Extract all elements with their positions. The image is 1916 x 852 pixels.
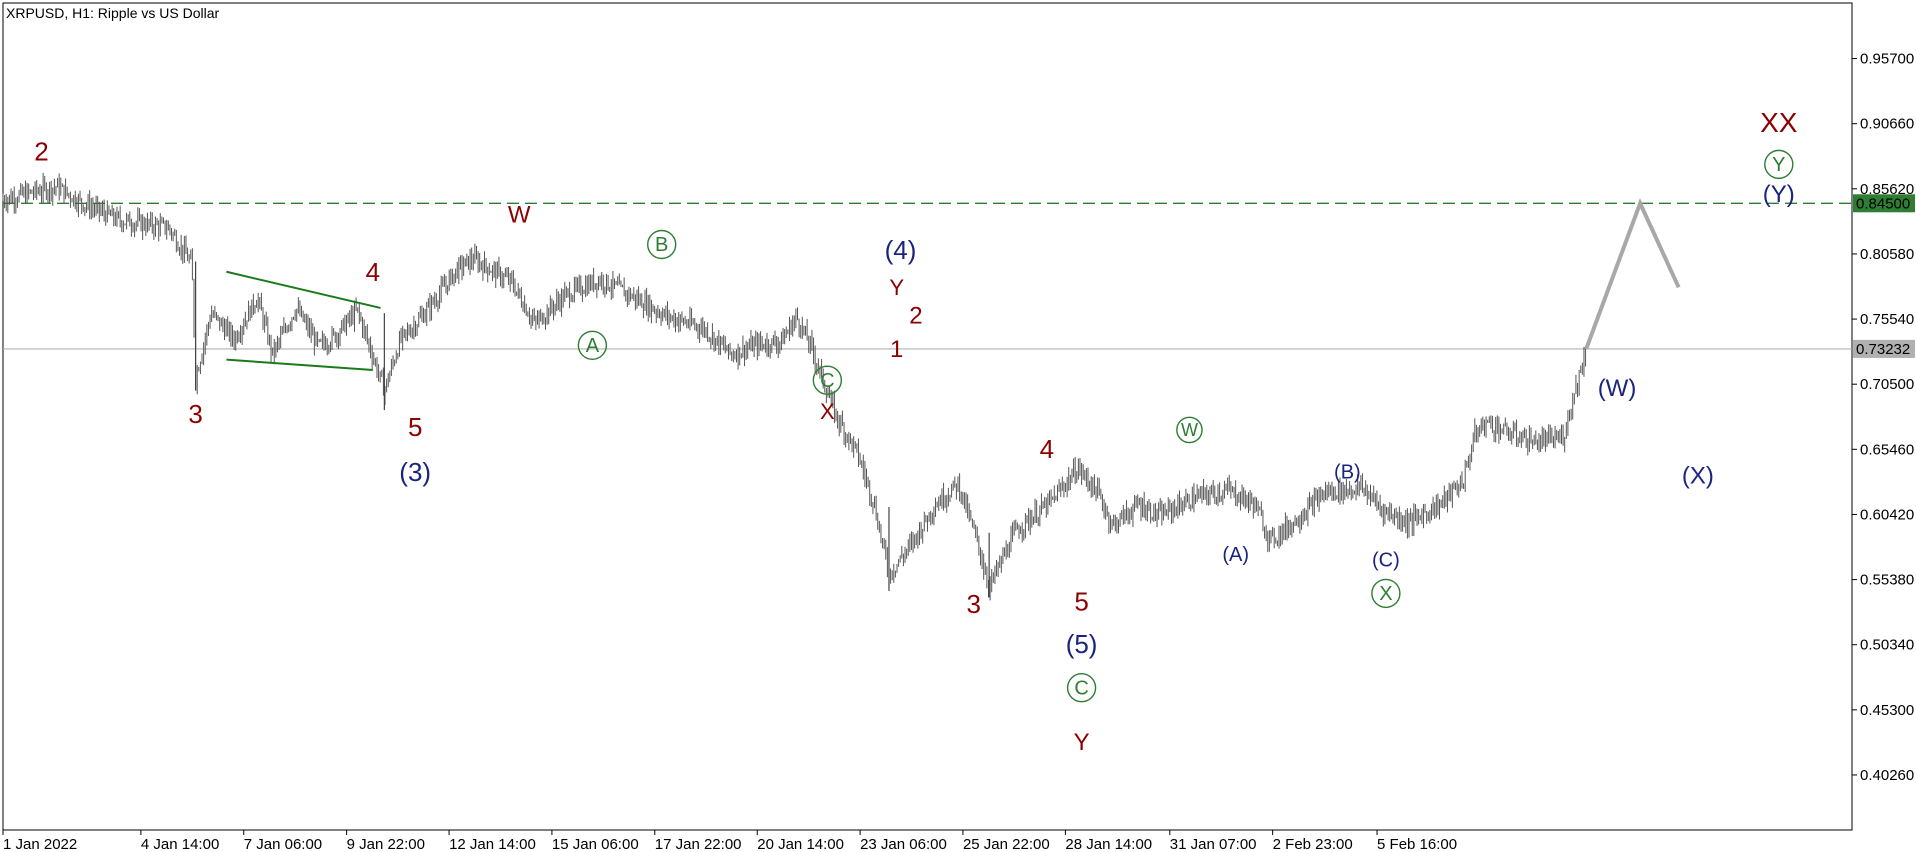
triangle-trendline[interactable] (226, 358, 373, 371)
y-tick-label: 0.75540 (1860, 311, 1914, 328)
wave-label: 3 (188, 399, 202, 429)
wave-label: W (508, 202, 531, 229)
x-tick-label: 1 Jan 2022 (3, 836, 77, 852)
wave-label: (5) (1066, 629, 1098, 659)
y-tick-label: 0.40260 (1860, 767, 1914, 784)
wave-label: (X) (1682, 463, 1714, 490)
wave-label: 4 (1040, 434, 1054, 464)
wave-label: A (586, 335, 600, 357)
level-price-label: 0.84500 (1856, 195, 1910, 212)
y-tick-label: 0.45300 (1860, 702, 1914, 719)
triangle-trendline[interactable] (226, 270, 381, 309)
x-tick-label: 25 Jan 22:00 (963, 836, 1050, 852)
wave-label: (B) (1334, 462, 1361, 484)
wave-label: X (820, 399, 835, 424)
x-tick-label: 17 Jan 22:00 (655, 836, 742, 852)
wave-label: 2 (909, 302, 922, 329)
wave-label: W (1181, 420, 1198, 440)
wave-label: (3) (399, 457, 431, 487)
y-tick-label: 0.90660 (1860, 116, 1914, 133)
x-tick-label: 15 Jan 06:00 (552, 836, 639, 852)
wave-label: C (1074, 677, 1088, 699)
wave-circle (1764, 149, 1794, 180)
x-tick-label: 2 Feb 23:00 (1273, 836, 1353, 852)
wave-circle (1176, 416, 1203, 444)
x-tick-label: 12 Jan 14:00 (449, 836, 536, 852)
wave-label: (Y) (1763, 181, 1795, 208)
level-tag (1853, 194, 1915, 213)
wave-label: B (655, 234, 668, 256)
y-tick-label: 0.70500 (1860, 376, 1914, 393)
plot-frame (2, 2, 1853, 831)
x-tick-label: 28 Jan 14:00 (1065, 836, 1152, 852)
wave-label: 3 (966, 589, 980, 619)
wave-label: (4) (885, 235, 917, 265)
x-tick-label: 4 Jan 14:00 (141, 836, 219, 852)
wave-label: (W) (1598, 375, 1637, 402)
x-tick-label: 20 Jan 14:00 (757, 836, 844, 852)
wave-label: XX (1760, 107, 1798, 138)
wave-circle (812, 365, 843, 395)
wave-label: 5 (1074, 586, 1088, 616)
wave-label: Y (1074, 729, 1090, 756)
x-tick-label: 23 Jan 06:00 (860, 836, 947, 852)
y-tick-label: 0.95700 (1860, 51, 1914, 68)
wave-circle (1371, 578, 1401, 609)
wave-label: (C) (1372, 549, 1400, 571)
wave-label: Y (889, 275, 904, 300)
wave-label: 5 (408, 412, 422, 442)
y-tick-label: 0.80580 (1860, 246, 1914, 263)
level-price-label: 0.73232 (1856, 341, 1910, 358)
y-tick-label: 0.55380 (1860, 572, 1914, 589)
y-tick-label: 0.85620 (1860, 181, 1914, 198)
wave-circle (1066, 673, 1097, 703)
y-tick-label: 0.60420 (1860, 506, 1914, 523)
x-tick-label: 9 Jan 22:00 (347, 836, 425, 852)
x-tick-label: 31 Jan 07:00 (1170, 836, 1257, 852)
wave-label: C (820, 370, 834, 392)
chart-title: XRPUSD, H1: Ripple vs US Dollar (6, 5, 220, 21)
wave-label: (A) (1222, 544, 1249, 566)
wave-circle (647, 229, 677, 260)
wave-label: 2 (34, 137, 48, 167)
wave-label: 4 (366, 257, 380, 287)
forecast-path[interactable] (1584, 198, 1681, 350)
wave-label: 1 (890, 336, 903, 363)
y-tick-label: 0.65460 (1860, 441, 1914, 458)
level-tag (1853, 339, 1915, 358)
y-tick-label: 0.50340 (1860, 637, 1914, 654)
x-tick-label: 7 Jan 06:00 (244, 836, 322, 852)
wave-label: Y (1772, 154, 1785, 176)
wave-label: X (1379, 583, 1392, 605)
wave-circle (577, 330, 608, 360)
x-tick-label: 5 Feb 16:00 (1377, 836, 1457, 852)
